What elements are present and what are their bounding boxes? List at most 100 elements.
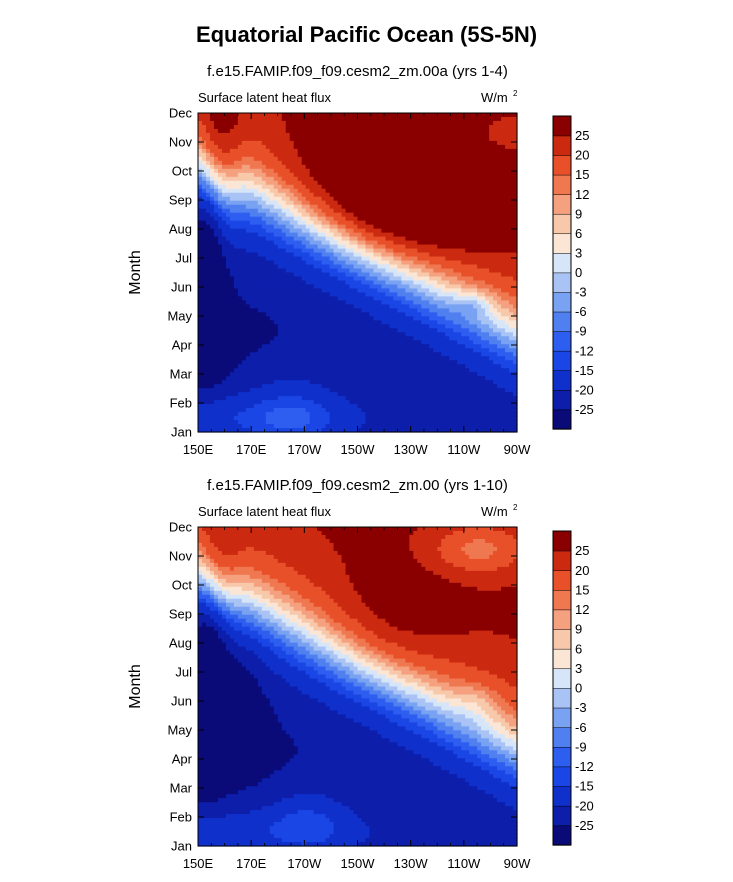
heatmap-cell [229, 356, 235, 361]
heatmap-cell [313, 160, 319, 166]
heatmap-cell [461, 200, 466, 206]
heatmap-cell [229, 128, 235, 134]
heatmap-cell [273, 212, 279, 218]
heatmap-cell [325, 116, 331, 122]
heatmap-cell [469, 232, 474, 238]
heatmap-cell [405, 132, 410, 138]
heatmap-cell [437, 152, 442, 158]
heatmap-cell [441, 144, 446, 150]
heatmap-cell [393, 144, 398, 150]
heatmap-cell [445, 172, 450, 178]
heatmap-cell [445, 328, 450, 333]
heatmap-cell [453, 292, 458, 298]
heatmap-cell [489, 180, 494, 186]
heatmap-cell [365, 320, 371, 325]
heatmap-cell [321, 148, 327, 154]
heatmap-cell [261, 292, 267, 298]
heatmap-cell [457, 296, 462, 302]
heatmap-cell [297, 292, 303, 298]
heatmap-cell [341, 240, 347, 246]
heatmap-cell [369, 168, 375, 174]
heatmap-cell [365, 204, 371, 210]
heatmap-cell [293, 240, 299, 246]
heatmap-cell [457, 184, 462, 190]
heatmap-cell [409, 148, 414, 154]
heatmap-cell [317, 224, 323, 230]
heatmap-cell [209, 148, 215, 154]
heatmap-cell [305, 236, 311, 242]
heatmap-cell [217, 308, 223, 313]
heatmap-cell [229, 248, 235, 254]
heatmap-cell [269, 232, 275, 238]
heatmap-cell [373, 208, 379, 214]
heatmap-cell [365, 188, 371, 194]
heatmap-cell [217, 328, 223, 333]
heatmap-cell [321, 113, 327, 118]
heatmap-cell [381, 160, 387, 166]
heatmap-cell [433, 196, 438, 202]
heatmap-cell [477, 348, 482, 353]
heatmap-cell [369, 192, 375, 198]
heatmap-cell [257, 132, 263, 138]
heatmap-cell [233, 240, 239, 246]
heatmap-cell [301, 356, 307, 361]
heatmap-cell [457, 348, 462, 353]
heatmap-cell [325, 216, 331, 222]
heatmap-cell [305, 288, 311, 294]
heatmap-cell [293, 272, 299, 278]
heatmap-cell [265, 172, 271, 178]
heatmap-cell [249, 140, 255, 146]
heatmap-cell [321, 308, 327, 313]
heatmap-cell [317, 292, 323, 298]
heatmap-cell [285, 228, 291, 234]
heatmap-cell [281, 292, 287, 298]
heatmap-cell [453, 284, 458, 290]
heatmap-cell [361, 276, 367, 282]
heatmap-cell [461, 324, 466, 329]
heatmap-cell [365, 348, 371, 353]
heatmap-cell [217, 172, 223, 178]
heatmap-cell [333, 204, 339, 210]
heatmap-cell [273, 140, 279, 146]
heatmap-cell [393, 248, 398, 254]
heatmap-cell [301, 180, 307, 186]
heatmap-cell [365, 248, 371, 254]
heatmap-cell [241, 188, 247, 194]
heatmap-cell [429, 232, 434, 238]
heatmap-cell [205, 120, 211, 126]
heatmap-cell [441, 160, 446, 166]
heatmap-cell [385, 308, 390, 313]
heatmap-cell [497, 232, 502, 238]
heatmap-cell [433, 204, 438, 210]
heatmap-cell [341, 172, 347, 178]
heatmap-cell [409, 284, 414, 290]
heatmap-cell [389, 332, 394, 337]
heatmap-cell [257, 256, 263, 262]
heatmap-cell [393, 184, 398, 190]
heatmap-cell [481, 124, 486, 130]
heatmap-cell [361, 244, 367, 250]
heatmap-cell [417, 132, 422, 138]
heatmap-cell [325, 344, 331, 349]
heatmap-cell [353, 224, 359, 230]
heatmap-cell [429, 188, 434, 194]
heatmap-cell [449, 276, 454, 282]
heatmap-cell [481, 292, 486, 298]
heatmap-cell [337, 244, 343, 250]
heatmap-cell [341, 256, 347, 262]
heatmap-cell [445, 232, 450, 238]
heatmap-cell [441, 292, 446, 298]
heatmap-cell [469, 236, 474, 242]
heatmap-cell [245, 336, 251, 341]
heatmap-cell [281, 240, 287, 246]
heatmap-cell [273, 113, 279, 118]
heatmap-cell [265, 268, 271, 274]
heatmap-cell [213, 328, 219, 333]
heatmap-cell [301, 136, 307, 142]
heatmap-cell [341, 144, 347, 150]
heatmap-cell [485, 256, 490, 262]
heatmap-cell [213, 136, 219, 142]
heatmap-cell [217, 292, 223, 298]
heatmap-cell [257, 144, 263, 150]
heatmap-cell [269, 248, 275, 254]
